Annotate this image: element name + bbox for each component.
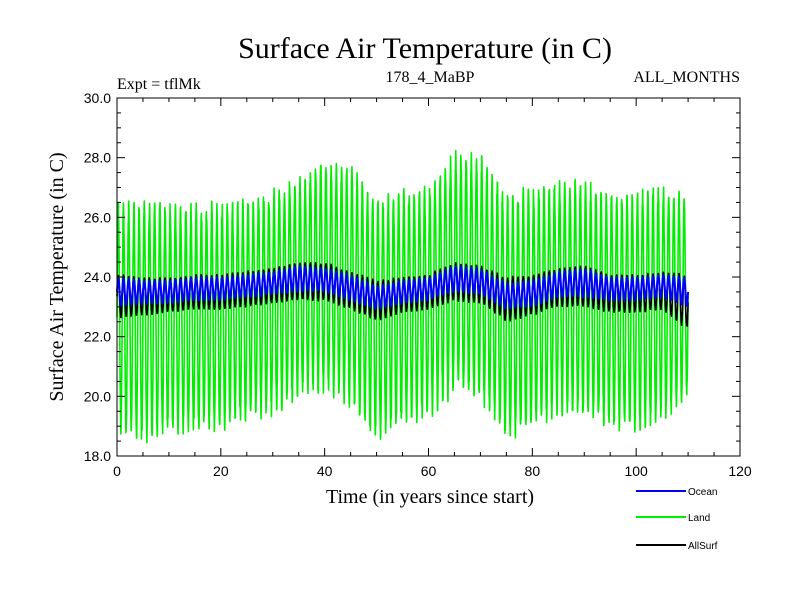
x-tick-label: 40 <box>317 463 333 479</box>
x-tick-label: 80 <box>525 463 541 479</box>
series-line-ocean <box>116 264 690 310</box>
months-label: ALL_MONTHS <box>633 69 740 86</box>
y-tick-label: 18.0 <box>84 448 111 464</box>
chart-title: Surface Air Temperature (in C) <box>238 32 612 65</box>
series-line-land <box>116 149 689 444</box>
y-tick-label: 30.0 <box>84 90 111 106</box>
legend-label-land: Land <box>688 513 710 524</box>
legend: Ocean Land AllSurf <box>636 487 718 552</box>
age-label: 178_4_MaBP <box>386 69 475 86</box>
x-tick-label: 0 <box>113 463 121 479</box>
x-tick-label: 60 <box>421 463 437 479</box>
experiment-label: Expt = tflMk <box>117 76 201 93</box>
x-axis-label: Time (in years since start) <box>326 486 534 508</box>
y-tick-label: 22.0 <box>84 329 111 345</box>
legend-label-ocean: Ocean <box>688 487 717 498</box>
x-tick-label: 120 <box>728 463 752 479</box>
y-axis-label: Surface Air Temperature (in C) <box>46 152 68 401</box>
plot-series-group <box>116 149 690 444</box>
y-tick-label: 26.0 <box>84 209 111 225</box>
x-tick-label: 20 <box>213 463 229 479</box>
y-tick-label: 28.0 <box>84 150 111 166</box>
axes-ticks-group: 0 20 40 60 80 100 120 18.0 20.0 22.0 24.0 26.0 28.0 3… <box>84 90 752 479</box>
legend-label-allsurf: AllSurf <box>688 541 718 552</box>
y-tick-label: 24.0 <box>84 269 111 285</box>
y-tick-label: 20.0 <box>84 388 111 404</box>
x-tick-label: 100 <box>624 463 648 479</box>
